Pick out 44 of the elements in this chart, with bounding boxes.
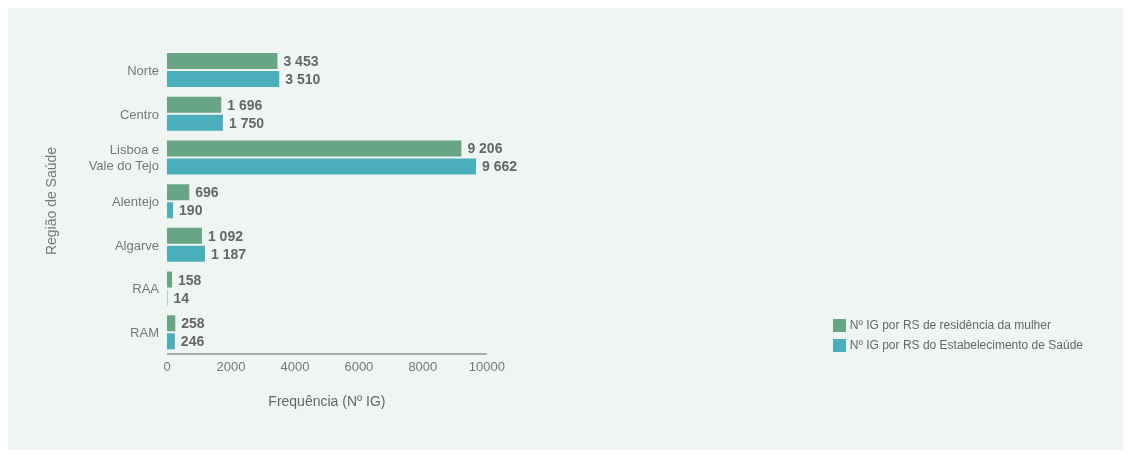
bar: [167, 184, 190, 201]
data-label: 190: [179, 202, 203, 219]
legend-label: Nº IG por RS do Estabelecimento de Saúde: [849, 338, 1083, 352]
bar: [167, 53, 278, 69]
data-label: 1 187: [210, 245, 247, 262]
bar: [167, 202, 174, 219]
x-tick-label: 6000: [344, 359, 374, 375]
data-label: 696: [195, 184, 219, 201]
bar: [167, 158, 476, 175]
data-label: 9 662: [482, 158, 518, 175]
y-tick-label: Algarve: [114, 237, 159, 253]
data-label: 1 696: [227, 96, 263, 113]
data-label: 3 453: [283, 52, 319, 69]
data-label: 246: [180, 333, 205, 350]
data-label: 1 750: [228, 114, 265, 131]
data-label: 1 092: [207, 227, 244, 244]
bar: [167, 140, 462, 157]
bar: [167, 114, 223, 131]
legend-label: Nº IG por RS de residência da mulher: [849, 318, 1051, 332]
data-label: 158: [178, 271, 202, 288]
y-tick-label: Centro: [119, 106, 159, 122]
y-tick-label: Lisboa e Vale do Tejo: [88, 141, 159, 173]
y-axis-title: Região de Saúde: [42, 146, 59, 256]
bar: [167, 333, 175, 350]
data-label: 258: [181, 315, 205, 332]
x-tick-label: 10000: [468, 359, 505, 375]
y-tick-label: Alentejo: [112, 193, 159, 209]
x-tick-label: 8000: [408, 359, 438, 375]
bar: [167, 227, 202, 244]
data-label: 9 206: [467, 140, 503, 157]
bar: [167, 96, 222, 113]
y-tick-label: Norte: [127, 62, 159, 78]
data-label: 14: [173, 289, 190, 306]
x-tick-label: 2000: [216, 359, 246, 375]
x-axis-title: Frequência (Nº IG): [268, 393, 386, 409]
bar: [167, 245, 205, 262]
data-label: 3 510: [285, 70, 321, 87]
x-tick-label: 0: [163, 359, 171, 375]
y-tick-label: RAA: [132, 280, 160, 296]
x-tick-label: 4000: [280, 359, 310, 375]
bar: [167, 271, 173, 288]
bar: [167, 315, 176, 332]
y-tick-label: RAM: [130, 324, 159, 340]
bar: [167, 71, 280, 87]
